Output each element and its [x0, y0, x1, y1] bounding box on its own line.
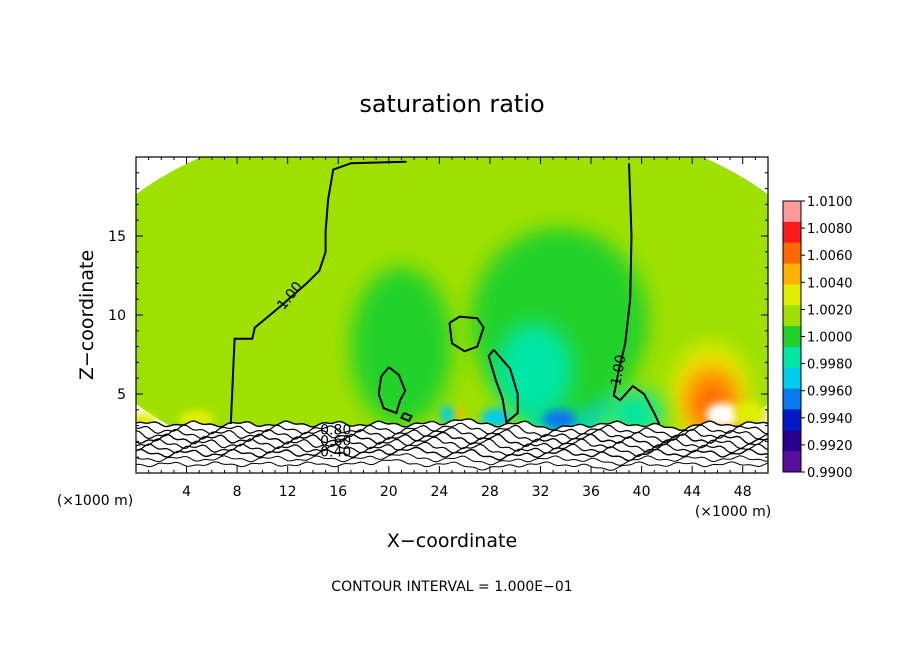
contour-line [377, 366, 407, 415]
terrain-line [136, 446, 768, 462]
colorbar-swatch [783, 367, 801, 390]
field-region [350, 267, 452, 426]
contour-line [487, 349, 519, 425]
x-tick-label: 4 [182, 484, 191, 500]
colorbar-label: 1.0100 [807, 195, 853, 210]
colorbar-swatch [783, 430, 801, 452]
contour-interval-note: CONTOUR INTERVAL = 1.000E−01 [331, 579, 572, 595]
x-tick-label: 12 [279, 484, 297, 500]
colorbar-swatch [783, 201, 801, 223]
field-region [496, 322, 573, 418]
colorbar-label: 1.0060 [807, 249, 853, 264]
chart-title: saturation ratio [359, 90, 544, 118]
colorbar: 1.0100 1.0080 1.0060 1.0040 1.0020 1.0000 0.99… [782, 195, 853, 481]
terrain-line [136, 431, 768, 448]
terrain-line [136, 441, 768, 458]
contour-label: 0.40 [320, 444, 351, 460]
field-region [481, 408, 512, 428]
colorbar-swatch [783, 409, 801, 431]
terrain-line [136, 459, 768, 471]
y-tick-label: 5 [117, 387, 126, 403]
colorbar-swatch [783, 305, 801, 327]
x-tick-label: 20 [380, 484, 398, 500]
contour-line [399, 412, 414, 423]
x-tick-label: 48 [734, 484, 752, 500]
colorbar-label: 0.9900 [807, 466, 853, 481]
colorbar-swatch [783, 263, 801, 285]
colorbar-swatch [783, 326, 801, 348]
x-unit-left: (×1000 m) [57, 493, 133, 509]
x-tick-label: 28 [481, 484, 499, 500]
heatmap-area [136, 157, 768, 473]
contour-label: 0.60 [320, 433, 351, 449]
color-field [136, 188, 768, 456]
field-region [136, 188, 301, 379]
field-region [706, 402, 739, 427]
colorbar-label: 0.9960 [807, 385, 853, 400]
contour-labels: 1.001.000.800.600.40 [274, 279, 629, 461]
contour-label: 1.00 [608, 354, 629, 387]
contour-line [612, 163, 661, 425]
colorbar-label: 0.9920 [807, 439, 853, 454]
x-tick-label: 24 [430, 484, 448, 500]
contour-line [229, 160, 407, 425]
terrain-line [136, 422, 768, 439]
colorbar-label: 1.0020 [807, 303, 853, 318]
y-axis-label: Z−coordinate [76, 250, 98, 380]
x-tick-label: 44 [683, 484, 701, 500]
colorbar-swatch [783, 242, 801, 265]
terrain-contours [136, 418, 768, 473]
x-tick-label: 8 [233, 484, 242, 500]
contour-lines [229, 160, 661, 425]
colorbar-label: 1.0080 [807, 222, 853, 237]
ground-area [136, 418, 768, 473]
x-tick-label: 40 [633, 484, 651, 500]
colorbar-label: 1.0000 [807, 331, 853, 346]
field-region [733, 401, 765, 425]
y-tick-label: 10 [108, 308, 126, 324]
x-tick-label: 16 [329, 484, 347, 500]
field-region [543, 409, 576, 429]
colorbar-label: 0.9980 [807, 358, 853, 373]
field-region [454, 407, 465, 419]
x-tick-label: 32 [532, 484, 550, 500]
y-tick-label: 15 [108, 229, 126, 245]
terrain-line [136, 418, 768, 432]
x-unit-right: (×1000 m) [695, 504, 771, 520]
x-tick-label: 36 [582, 484, 600, 500]
colorbar-swatch [783, 221, 801, 244]
colorbar-swatch [783, 284, 801, 306]
colorbar-label: 1.0040 [807, 276, 853, 291]
colorbar-label: 0.9940 [807, 412, 853, 427]
colorbar-swatch [783, 346, 801, 369]
x-axis-label: X−coordinate [387, 530, 517, 552]
contour-line [448, 315, 485, 353]
field-region [440, 405, 454, 425]
colorbar-swatch [783, 451, 801, 473]
colorbar-swatch [783, 388, 801, 410]
terrain-line [136, 453, 768, 466]
contour-label: 0.80 [320, 422, 351, 438]
